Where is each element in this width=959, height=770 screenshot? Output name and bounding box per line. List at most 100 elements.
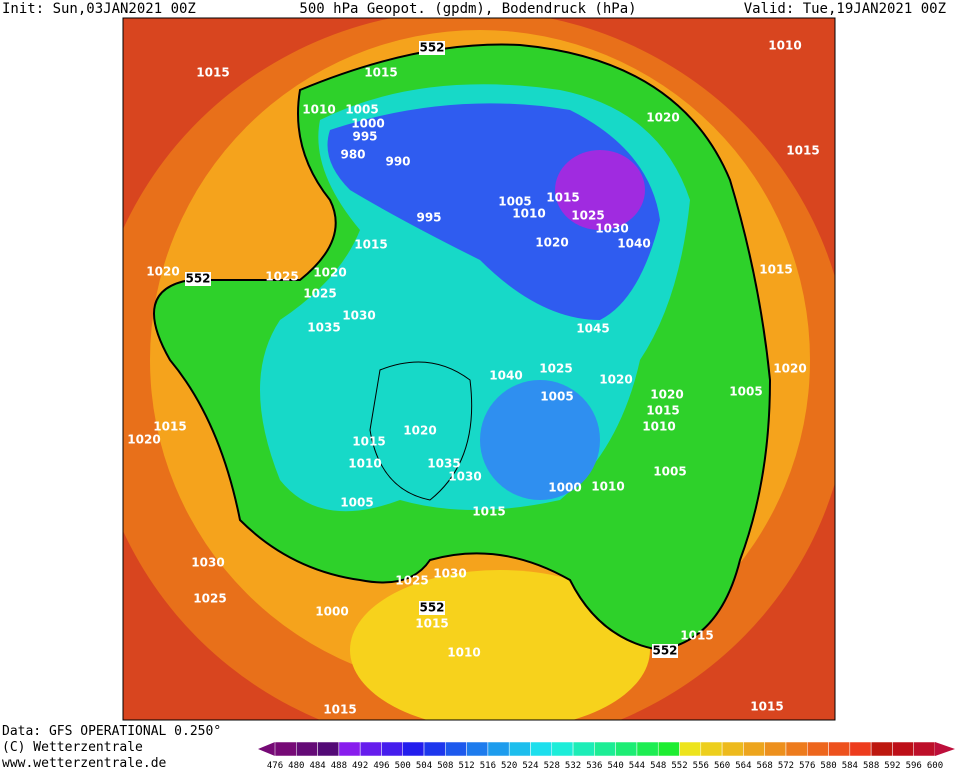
- isobar-label: 995: [352, 130, 377, 144]
- contour-label: 552: [419, 41, 444, 55]
- colorbar-tick-label: 572: [778, 761, 794, 770]
- colorbar-tick-label: 512: [458, 761, 474, 770]
- colorbar-cell: [785, 741, 808, 757]
- isobar-label: 1030: [595, 222, 628, 236]
- isobar-label: 1000: [351, 117, 384, 131]
- field-blue-south: [480, 380, 600, 500]
- isobar-label: 1025: [265, 270, 298, 284]
- isobar-label: 1000: [315, 605, 348, 619]
- isobar-label: 1025: [395, 574, 428, 588]
- isobar-label: 1010: [302, 103, 335, 117]
- colorbar-cell: [849, 741, 872, 757]
- colorbar-cell: [807, 741, 829, 757]
- colorbar-cell: [317, 741, 340, 757]
- map: [123, 18, 835, 720]
- colorbar-cell: [572, 741, 595, 757]
- colorbar-tick-label: 600: [927, 761, 943, 770]
- colorbar-tick-label: 480: [288, 761, 304, 770]
- contour-label: 552: [419, 601, 444, 615]
- isobar-label: 1015: [323, 703, 356, 717]
- colorbar-tick-label: 508: [437, 761, 453, 770]
- isobar-label: 980: [340, 148, 365, 162]
- colorbar-cell: [615, 741, 638, 757]
- isobar-label: 1045: [576, 322, 609, 336]
- colorbar-tick-label: 580: [820, 761, 836, 770]
- colorbar-cell: [913, 741, 936, 757]
- colorbar-cell: [274, 741, 297, 757]
- colorbar-cell: [530, 741, 553, 757]
- colorbar-tick-label: 492: [352, 761, 368, 770]
- isobar-label: 1020: [127, 433, 160, 447]
- isobar-label: 1030: [433, 567, 466, 581]
- colorbar-cell: [721, 741, 744, 757]
- colorbar-cell: [402, 741, 425, 757]
- colorbar-cell: [445, 741, 467, 757]
- isobar-label: 1015: [352, 435, 385, 449]
- colorbar-tick-label: 552: [671, 761, 687, 770]
- colorbar-cell: [423, 741, 446, 757]
- colorbar-cell: [508, 741, 531, 757]
- coastline: [369, 361, 473, 501]
- colorbar-cell: [764, 741, 787, 757]
- isobar-label: 1020: [646, 111, 679, 125]
- isobar-label: 1005: [345, 103, 378, 117]
- isobar-label: 1010: [768, 39, 801, 53]
- isobar-label: 1020: [650, 388, 683, 402]
- init-time: Init: Sun,03JAN2021 00Z: [2, 1, 196, 17]
- isobar-label: 990: [385, 155, 410, 169]
- colorbar-tick-label: 500: [395, 761, 411, 770]
- colorbar-tick-label: 560: [714, 761, 730, 770]
- contour-label: 552: [185, 272, 210, 286]
- map-frame: [122, 17, 836, 721]
- colorbar-tick-label: 520: [501, 761, 517, 770]
- isobar-label: 1040: [617, 237, 650, 251]
- colorbar-tick-label: 556: [693, 761, 709, 770]
- colorbar-tick-label: 540: [608, 761, 624, 770]
- colorbar-cell: [487, 741, 510, 757]
- colorbar-cell: [594, 741, 616, 757]
- colorbar-tick-label: 488: [331, 761, 347, 770]
- isobar-label: 1020: [773, 362, 806, 376]
- isobar-label: 1025: [539, 362, 572, 376]
- colorbar-tick-label: 592: [884, 761, 900, 770]
- colorbar-tick-label: 548: [650, 761, 666, 770]
- isobar-label: 1010: [591, 480, 624, 494]
- isobar-label: 1020: [313, 266, 346, 280]
- contour-label-box: [419, 601, 445, 615]
- isobar-label: 1025: [571, 209, 604, 223]
- colorbar-cell: [679, 741, 702, 757]
- colorbar-tick-label: 584: [842, 761, 858, 770]
- colorbar-tick-label: 484: [309, 761, 325, 770]
- isobar-label: 1005: [340, 496, 373, 510]
- colorbar-cell: [296, 741, 318, 757]
- isobar-label: 1015: [750, 700, 783, 714]
- colorbar-tick-label: 564: [735, 761, 751, 770]
- isobar-label: 1035: [427, 457, 460, 471]
- isobar-label: 1010: [512, 207, 545, 221]
- colorbar-arrow-right: [935, 742, 955, 756]
- colorbar-tick-label: 568: [757, 761, 773, 770]
- colorbar-cell: [892, 741, 914, 757]
- isobar-label: 1010: [447, 646, 480, 660]
- valid-time: Valid: Tue,19JAN2021 00Z: [744, 1, 946, 17]
- isobar-label: 1010: [348, 457, 381, 471]
- colorbar-cell: [551, 741, 574, 757]
- colorbar-cell: [381, 741, 403, 757]
- colorbar-tick-label: 528: [544, 761, 560, 770]
- isobar-label: 1030: [342, 309, 375, 323]
- isobar-label: 1005: [540, 390, 573, 404]
- contour-label-box: [652, 644, 678, 658]
- isobar-label: 1020: [146, 265, 179, 279]
- colorbar-cell: [828, 741, 851, 757]
- isobar-label: 1025: [193, 592, 226, 606]
- isobar-label: 1005: [498, 195, 531, 209]
- website: www.wetterzentrale.de: [2, 756, 167, 770]
- data-source: Data: GFS OPERATIONAL 0.250°: [2, 724, 221, 739]
- isobar-label: 1020: [535, 236, 568, 250]
- colorbar-cell: [359, 741, 382, 757]
- colorbar-tick-label: 524: [522, 761, 538, 770]
- contour-label-box: [185, 272, 211, 286]
- colorbar-cell: [466, 741, 489, 757]
- colorbar-tick-label: 544: [629, 761, 645, 770]
